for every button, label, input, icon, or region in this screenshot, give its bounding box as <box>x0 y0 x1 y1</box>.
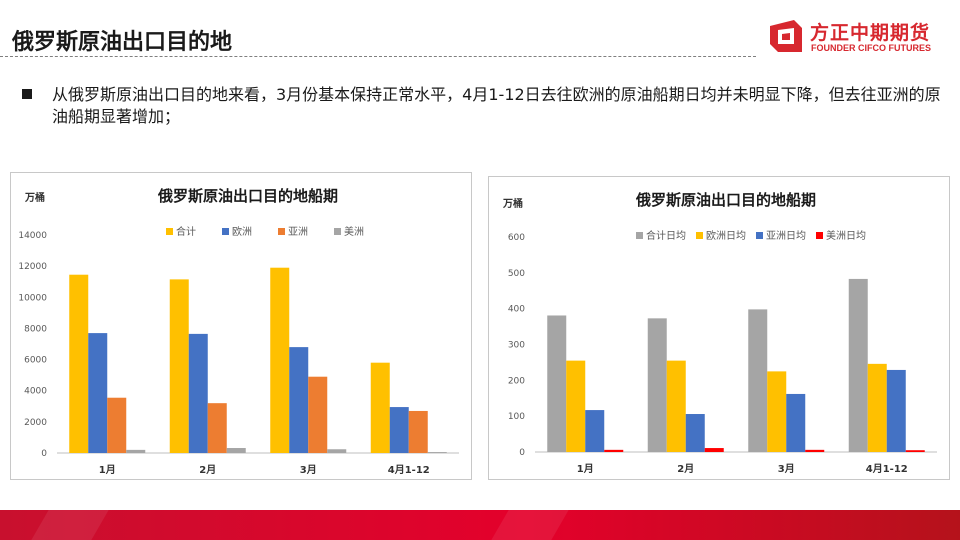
legend-label: 美洲 <box>344 225 364 238</box>
x-category-label: 2月 <box>677 463 694 475</box>
bar-欧洲日均-2月 <box>666 360 686 452</box>
bar-合计日均-4月1-12 <box>848 278 868 452</box>
legend-swatch <box>166 228 173 235</box>
footer-band <box>0 510 960 540</box>
bar-合计日均-1月 <box>547 315 567 452</box>
bullet-text: 从俄罗斯原油出口目的地来看，3月份基本保持正常水平，4月1-12日去往欧洲的原油… <box>52 85 941 126</box>
x-category-label: 2月 <box>199 464 216 476</box>
x-category-label: 4月1-12 <box>388 464 430 476</box>
legend-swatch <box>816 232 823 239</box>
y-tick-label: 300 <box>508 341 525 351</box>
y-tick-label: 12000 <box>18 262 47 272</box>
bar-美洲-2月 <box>226 448 246 453</box>
y-tick-label: 0 <box>519 448 525 458</box>
x-category-label: 3月 <box>778 463 795 475</box>
bar-美洲日均-3月 <box>805 449 825 452</box>
chart-title: 俄罗斯原油出口目的地船期 <box>157 187 338 205</box>
bar-欧洲-4月1-12 <box>389 407 409 453</box>
bar-欧洲日均-1月 <box>566 360 586 452</box>
bar-欧洲日均-4月1-12 <box>867 363 887 452</box>
y-tick-label: 500 <box>508 269 525 279</box>
x-category-label: 1月 <box>577 463 594 475</box>
bar-美洲-4月1-12 <box>427 452 447 453</box>
chart-daily-average-shipments-svg: 俄罗斯原油出口目的地船期 万桶 0 100 200 300 400 500 600 合计日均 欧洲日… <box>502 191 937 475</box>
y-tick-label: 4000 <box>24 387 47 397</box>
bar-亚洲日均-3月 <box>786 393 806 452</box>
bar-欧洲-1月 <box>88 333 108 453</box>
logo-mark-icon <box>770 20 802 52</box>
bar-美洲日均-1月 <box>604 449 624 452</box>
bar-合计-1月 <box>69 274 89 453</box>
legend-label: 合计日均 <box>646 229 686 242</box>
bar-亚洲日均-2月 <box>685 414 705 452</box>
y-tick-label: 6000 <box>24 356 47 366</box>
legend-label: 欧洲 <box>232 226 252 238</box>
x-category-label: 4月1-12 <box>866 463 908 475</box>
y-tick-label: 400 <box>508 305 525 315</box>
unit-label: 万桶 <box>24 191 45 204</box>
y-tick-label: 2000 <box>24 418 47 428</box>
bullet-square-icon <box>22 89 32 99</box>
page-title: 俄罗斯原油出口目的地 <box>12 30 233 55</box>
bar-合计日均-3月 <box>748 309 768 452</box>
bar-亚洲-2月 <box>207 403 227 453</box>
bar-亚洲-4月1-12 <box>408 410 428 453</box>
bar-合计-3月 <box>270 267 290 453</box>
bar-美洲日均-4月1-12 <box>905 450 925 452</box>
y-tick-label: 0 <box>41 449 47 459</box>
logo-english-name: FOUNDER CIFCO FUTURES <box>811 43 931 53</box>
bar-欧洲日均-3月 <box>767 371 787 452</box>
x-category-label: 3月 <box>300 464 317 476</box>
bar-欧洲-2月 <box>188 333 208 453</box>
bar-亚洲-3月 <box>308 376 328 453</box>
y-tick-label: 200 <box>508 376 525 386</box>
bar-美洲-1月 <box>126 449 146 453</box>
bar-美洲日均-2月 <box>704 448 724 452</box>
legend-swatch <box>636 232 643 239</box>
legend-swatch <box>278 228 285 235</box>
company-logo: 方正中期期货 FOUNDER CIFCO FUTURES <box>768 18 948 56</box>
logo-chinese-name: 方正中期期货 <box>810 22 931 44</box>
legend-label: 美洲日均 <box>826 229 866 242</box>
chart-total-shipments: 俄罗斯原油出口目的地船期 万桶 0 2000 4000 6000 8000 10000 1200… <box>10 172 472 480</box>
legend-swatch <box>222 228 229 235</box>
title-divider <box>0 56 756 57</box>
y-tick-label: 14000 <box>18 231 47 241</box>
bar-合计日均-2月 <box>647 318 667 452</box>
y-tick-label: 600 <box>508 233 525 243</box>
bar-合计-4月1-12 <box>370 362 390 453</box>
bar-亚洲日均-1月 <box>585 410 605 452</box>
bar-亚洲日均-4月1-12 <box>886 369 906 452</box>
bar-欧洲-3月 <box>289 347 309 453</box>
y-tick-label: 100 <box>508 412 525 422</box>
legend-label: 欧洲日均 <box>706 230 746 242</box>
y-tick-label: 10000 <box>18 293 47 303</box>
chart-title: 俄罗斯原油出口目的地船期 <box>635 191 816 209</box>
y-tick-label: 8000 <box>24 324 47 334</box>
legend-swatch <box>334 228 341 235</box>
legend-label: 合计 <box>176 225 196 238</box>
x-category-label: 1月 <box>99 464 116 476</box>
legend-label: 亚洲日均 <box>766 230 806 242</box>
bar-美洲-3月 <box>327 449 347 453</box>
legend-swatch <box>696 232 703 239</box>
unit-label: 万桶 <box>502 197 523 210</box>
bar-合计-2月 <box>169 279 189 453</box>
legend-swatch <box>756 232 763 239</box>
bar-亚洲-1月 <box>107 397 127 453</box>
chart-total-shipments-svg: 俄罗斯原油出口目的地船期 万桶 0 2000 4000 6000 8000 10000 1200… <box>18 187 459 476</box>
chart-daily-average-shipments: 俄罗斯原油出口目的地船期 万桶 0 100 200 300 400 500 600 合计日均 欧洲日… <box>488 176 950 480</box>
legend-label: 亚洲 <box>288 226 308 238</box>
